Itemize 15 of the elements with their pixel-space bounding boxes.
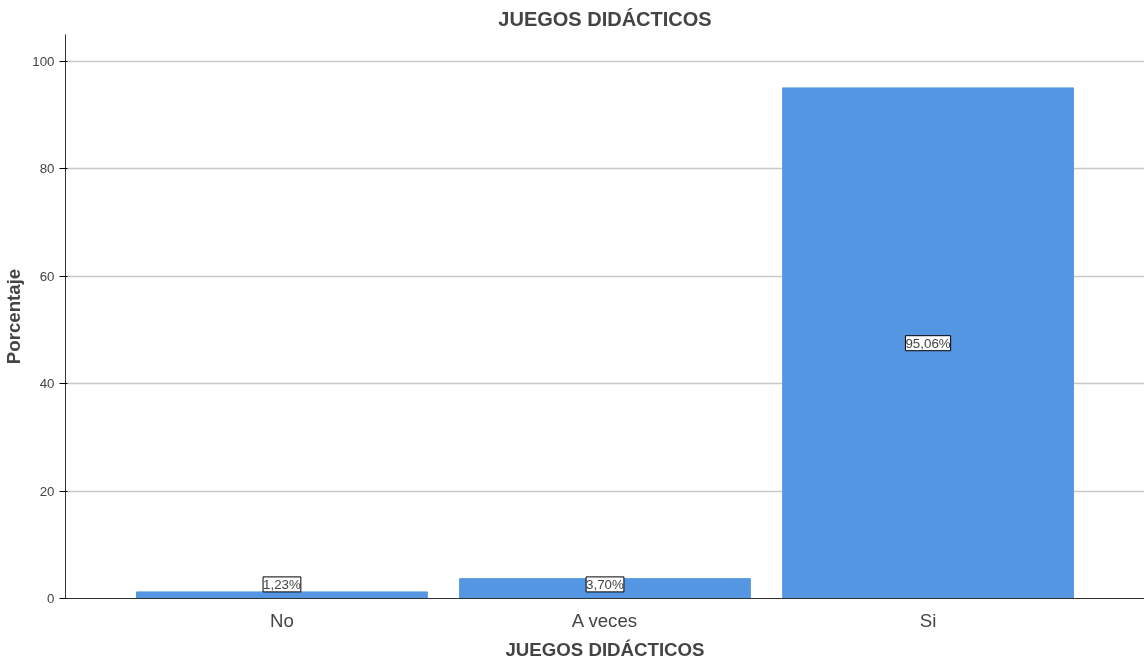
bar — [782, 87, 1074, 599]
data-label: 95,06% — [905, 335, 951, 351]
y-tick-label: 0 — [47, 591, 55, 606]
chart-title: JUEGOS DIDÁCTICOS — [498, 7, 712, 30]
bar — [136, 591, 428, 599]
y-tick-label: 40 — [39, 376, 55, 392]
y-tick-label: 100 — [32, 53, 55, 69]
y-axis-title: Porcentaje — [3, 268, 25, 365]
x-tick-label: No — [270, 609, 294, 631]
x-tick-label: Si — [919, 609, 937, 631]
x-axis-title: JUEGOS DIDÁCTICOS — [505, 638, 705, 660]
y-tick-label: 20 — [39, 483, 55, 499]
x-tick-label: A veces — [571, 609, 638, 631]
y-tick-label: 60 — [39, 268, 55, 284]
y-tick-label: 80 — [39, 161, 55, 177]
